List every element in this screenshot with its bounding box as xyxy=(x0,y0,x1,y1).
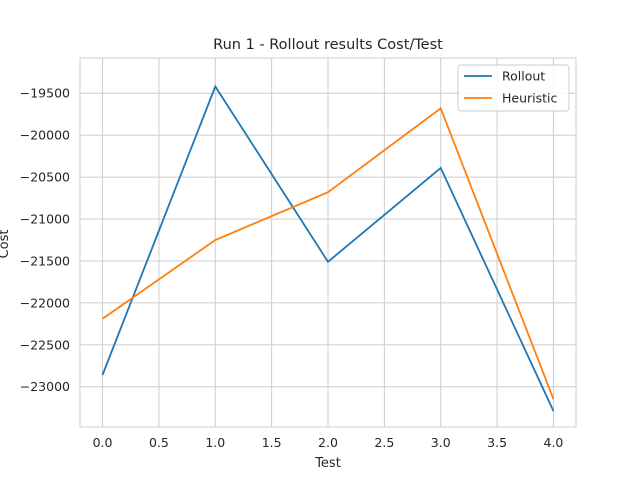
x-tick-label: 1.0 xyxy=(205,435,225,450)
legend-label-heuristic: Heuristic xyxy=(502,91,558,106)
x-tick-label: 3.0 xyxy=(431,435,451,450)
y-tick-label: −21000 xyxy=(20,212,70,227)
x-axis-ticks: 0.0 0.5 1.0 1.5 2.0 2.5 3.0 3.5 4.0 xyxy=(93,435,564,450)
y-axis-label: Cost xyxy=(0,230,12,259)
x-tick-label: 1.5 xyxy=(262,435,282,450)
plot-frame xyxy=(79,57,577,428)
y-tick-label: −20000 xyxy=(20,128,70,143)
x-tick-label: 4.0 xyxy=(544,435,564,450)
series-line-heuristic xyxy=(101,106,555,400)
legend: Rollout Heuristic xyxy=(457,64,570,112)
chart-title: Run 1 - Rollout results Cost/Test xyxy=(213,37,443,53)
x-axis-label: Test xyxy=(314,456,341,471)
x-tick-label: 2.0 xyxy=(318,435,338,450)
x-tick-label: 2.5 xyxy=(374,435,394,450)
series-line-rollout xyxy=(101,84,555,412)
y-tick-label: −21500 xyxy=(20,253,70,268)
legend-label-rollout: Rollout xyxy=(502,69,545,84)
x-tick-label: 0.5 xyxy=(149,435,169,450)
x-tick-label: 3.5 xyxy=(487,435,507,450)
y-tick-label: −19500 xyxy=(20,86,70,101)
plot-series xyxy=(101,84,555,412)
x-tick-label: 0.0 xyxy=(93,435,113,450)
y-tick-label: −22000 xyxy=(20,295,70,310)
grid-lines xyxy=(79,57,577,428)
y-tick-label: −22500 xyxy=(20,337,70,352)
y-tick-label: −20500 xyxy=(20,170,70,185)
y-axis-ticks: −19500 −20000 −20500 −21000 −21500 −22000 −225… xyxy=(20,86,70,395)
y-tick-label: −23000 xyxy=(20,379,70,394)
